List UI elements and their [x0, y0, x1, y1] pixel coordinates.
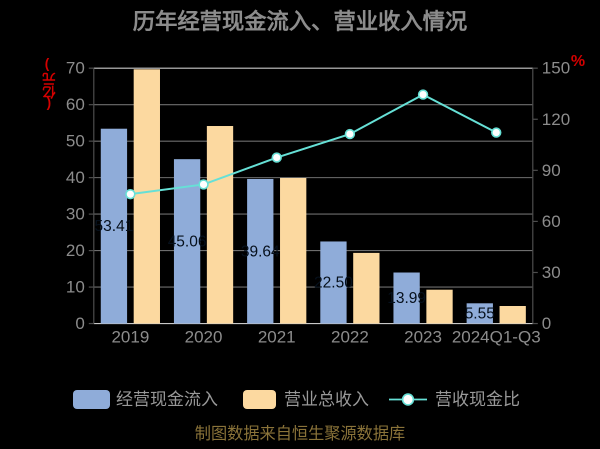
svg-text:13.99: 13.99	[387, 290, 426, 307]
svg-text:2022: 2022	[331, 328, 369, 347]
svg-text:经营现金流入: 经营现金流入	[116, 390, 218, 409]
svg-text:2020: 2020	[185, 328, 223, 347]
svg-text:制图数据来自恒生聚源数据库: 制图数据来自恒生聚源数据库	[195, 425, 405, 443]
svg-text:53.41: 53.41	[95, 218, 134, 235]
svg-text:0: 0	[542, 314, 551, 333]
svg-text:2023: 2023	[404, 328, 442, 347]
svg-text:45.06: 45.06	[168, 233, 207, 250]
svg-text:90: 90	[542, 161, 561, 180]
svg-text:50: 50	[66, 132, 85, 151]
svg-text:39.64: 39.64	[241, 243, 280, 260]
svg-text:70: 70	[66, 59, 85, 78]
svg-text:历年经营现金流入、营业收入情况: 历年经营现金流入、营业收入情况	[133, 8, 467, 34]
svg-text:150: 150	[542, 59, 570, 78]
svg-text:营业总收入: 营业总收入	[284, 390, 369, 409]
svg-text:0: 0	[75, 314, 84, 333]
svg-text:30: 30	[542, 263, 561, 282]
svg-text:40: 40	[66, 168, 85, 187]
svg-text:2024Q1-Q3: 2024Q1-Q3	[452, 328, 541, 347]
svg-text:2019: 2019	[111, 328, 149, 347]
svg-text:10: 10	[66, 278, 85, 297]
svg-text:5.55: 5.55	[465, 305, 495, 322]
svg-text:60: 60	[542, 212, 561, 231]
svg-text:60: 60	[66, 95, 85, 114]
svg-text:营收现金比: 营收现金比	[435, 390, 520, 409]
svg-text:22.50: 22.50	[314, 275, 353, 292]
svg-text:2021: 2021	[258, 328, 296, 347]
svg-text:%: %	[571, 53, 585, 70]
svg-text:30: 30	[66, 205, 85, 224]
svg-text:20: 20	[66, 241, 85, 260]
svg-text:120: 120	[542, 110, 570, 129]
